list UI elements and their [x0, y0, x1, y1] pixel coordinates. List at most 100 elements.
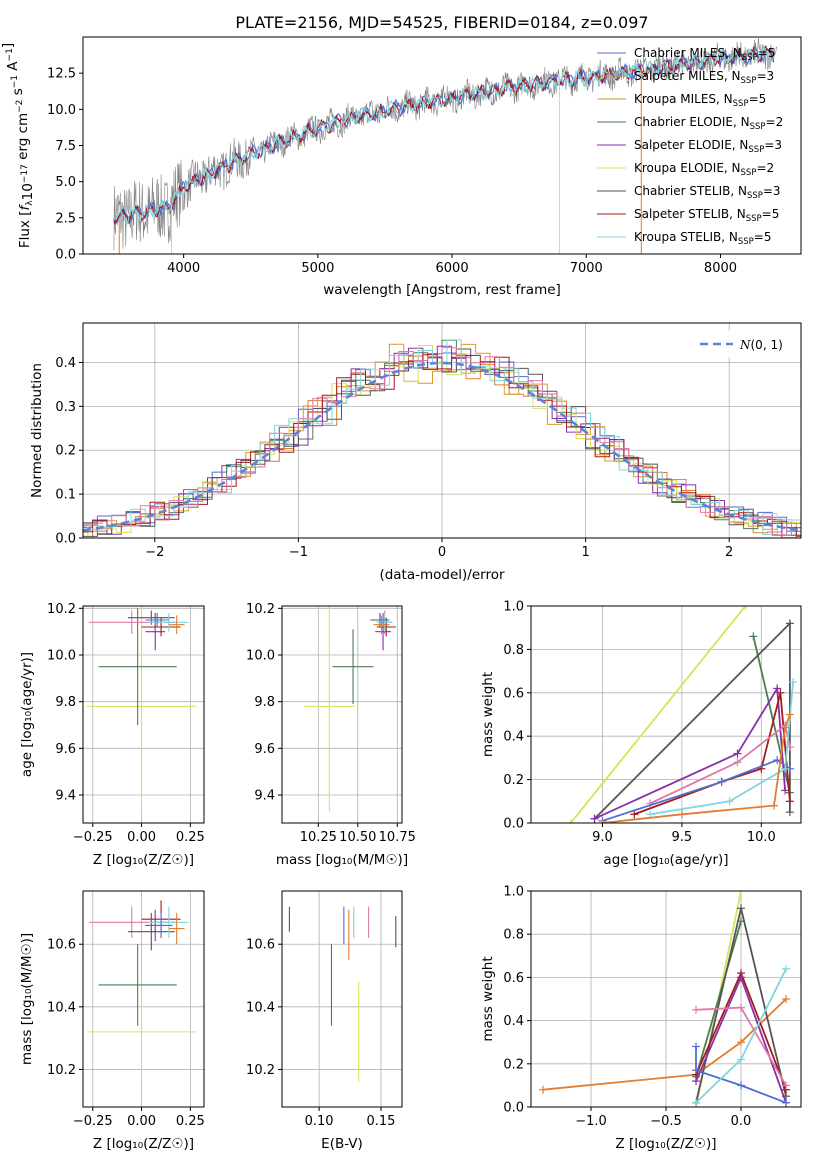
weight-marker	[717, 777, 726, 786]
errorbar-point	[86, 606, 197, 812]
errorbar-point	[376, 613, 393, 632]
y-tick-label: 10.2	[47, 1063, 76, 1078]
errorbar-point	[145, 613, 165, 651]
y-tick-label: 0.0	[55, 248, 76, 263]
axes-frame	[82, 605, 205, 824]
plot-area	[304, 606, 396, 812]
grid	[83, 606, 204, 823]
weight-marker	[785, 808, 794, 817]
y-tick-label: 10.0	[47, 103, 76, 118]
x-tick-label: −0.25	[73, 1114, 113, 1129]
legend-entry: Salpeter MILES, NSSP=3	[634, 69, 774, 86]
histogram-salpeter_elodie	[83, 345, 801, 538]
y-tick-label: 10.4	[246, 1000, 275, 1015]
y-tick-label: 9.8	[55, 695, 76, 710]
x-axis-label: wavelength [Angstrom, rest frame]	[323, 282, 561, 298]
panel-age_vs_z: −0.25 0.00 0.25 9.4 9.6 9.8 10.0 10.2 Z [log₁₀(Z…	[19, 602, 205, 868]
errorbar-point	[168, 615, 185, 634]
legend-entry: Chabrier MILES, NSSP=5	[634, 46, 775, 63]
weight-marker	[598, 819, 607, 823]
x-axis-label: E(B-V)	[321, 1136, 363, 1152]
plot-area	[288, 906, 397, 1082]
y-tick-label: 0.4	[503, 1014, 524, 1029]
grid	[531, 605, 801, 824]
y-tick-label: 0.3	[55, 400, 76, 415]
legend-entry: Kroupa ELODIE, NSSP=2	[634, 161, 774, 178]
x-tick-label: 0.10	[305, 1114, 334, 1129]
weight-marker	[733, 749, 742, 758]
x-tick-label: 10.25	[300, 830, 337, 845]
weight-line-kroupa_stelib	[649, 681, 794, 816]
y-tick-label: 10.4	[47, 1000, 76, 1015]
y-tick-label: 0.6	[503, 971, 524, 986]
y-tick-label: 0.2	[503, 773, 524, 788]
weight-marker	[782, 1081, 790, 1090]
weight-line-salpeter_miles	[542, 998, 787, 1091]
x-tick-label: 7000	[570, 261, 603, 276]
weight-marker	[737, 1003, 745, 1012]
y-tick-label: 9.4	[55, 789, 76, 804]
panel-mass_vs_z: −0.25 0.00 0.25 10.2 10.4 10.6 Z [log₁₀(Z/Z☉)]…	[19, 890, 205, 1152]
weight-marker	[737, 1055, 745, 1064]
x-tick-label: 0.15	[366, 1114, 395, 1129]
y-tick-label: 0.0	[503, 1101, 524, 1116]
errorbar-point	[168, 912, 185, 945]
legend-entry: Salpeter STELIB, NSSP=5	[634, 207, 779, 224]
errorbar-point	[127, 912, 175, 951]
weight-marker	[773, 684, 782, 693]
y-axis-label: mass weight	[480, 956, 496, 1041]
weight-marker	[749, 632, 758, 641]
weight-marker	[737, 973, 745, 982]
weight-marker	[781, 723, 790, 732]
plot-area	[86, 900, 197, 1082]
y-tick-label: 0.8	[503, 643, 524, 658]
grid	[282, 891, 402, 1107]
weight-marker	[737, 1081, 745, 1090]
errorbar-point	[145, 613, 169, 627]
y-tick-label: 5.0	[55, 175, 76, 190]
plot-area	[539, 891, 790, 1107]
y-tick-label: 0.8	[503, 928, 524, 943]
plot-area	[83, 339, 801, 538]
weight-marker	[782, 995, 790, 1003]
x-tick-label: −0.5	[650, 1114, 682, 1129]
errorbar-point	[98, 608, 177, 725]
y-tick-label: 2.5	[55, 211, 76, 226]
weight-marker	[776, 688, 785, 697]
plot-area	[566, 606, 798, 823]
errorbar-point	[332, 629, 374, 704]
weight-marker	[782, 964, 790, 973]
panel-weight_vs_age: 9.0 9.5 10.0 0.0 0.2 0.4 0.6 0.8 1.0 age [log₁₀(a…	[480, 600, 802, 868]
weight-marker	[692, 1066, 700, 1075]
axes-frame	[82, 890, 205, 1108]
weight-marker	[785, 710, 794, 719]
y-axis-label: Flux [fλ10−17 erg cm−2 s−1 A−1]	[0, 43, 36, 248]
legend: N(0, 1)	[690, 330, 794, 358]
legend-entry: Kroupa MILES, NSSP=5	[634, 92, 766, 109]
weight-marker	[785, 619, 794, 628]
axes-frame	[530, 605, 802, 824]
weight-marker	[733, 758, 742, 767]
panel-residuals: −2 −1 0 1 2 0.0 0.1 0.2 0.3 0.4 (data-model)/error…	[29, 322, 802, 583]
y-tick-label: 0.6	[503, 686, 524, 701]
weight-marker	[782, 1098, 790, 1107]
errorbar-point	[373, 615, 390, 634]
x-tick-label: 0.25	[176, 830, 205, 845]
x-tick-label: −2	[145, 545, 164, 560]
errorbar-point	[149, 906, 189, 938]
panel-weight_vs_z: −1.0 −0.5 0.0 0.0 0.2 0.4 0.6 0.8 1.0 Z [log₁₀(Z/…	[480, 885, 802, 1152]
y-tick-label: 0.2	[55, 444, 76, 459]
legend-entry: Kroupa STELIB, NSSP=5	[634, 230, 772, 247]
weight-marker	[781, 764, 790, 773]
x-tick-label: 10.0	[747, 830, 776, 845]
y-tick-label: 9.6	[254, 742, 275, 757]
weight-marker	[741, 606, 750, 610]
weight-marker	[737, 891, 745, 895]
x-tick-label: 0.0	[731, 1114, 752, 1129]
weight-line-pink	[649, 723, 791, 805]
errorbar-point	[86, 981, 197, 1082]
y-tick-label: 0.4	[503, 730, 524, 745]
x-tick-label: 6000	[436, 261, 469, 276]
y-tick-label: 10.0	[47, 649, 76, 664]
